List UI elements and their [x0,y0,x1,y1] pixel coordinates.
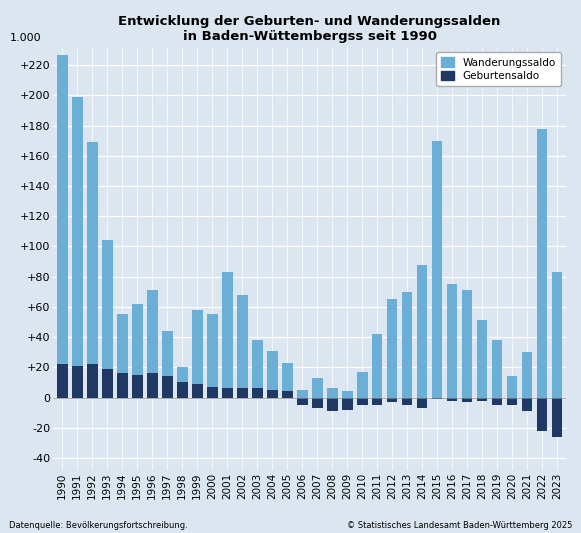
Text: 1.000: 1.000 [10,33,41,43]
Bar [462,398,472,402]
Bar [432,141,443,398]
Bar [297,398,307,405]
Bar [297,390,307,398]
Bar [312,398,322,408]
Bar [252,389,263,398]
Bar [87,364,98,398]
Bar [267,390,278,398]
Bar [327,389,338,398]
Bar [447,398,457,401]
Bar [507,376,518,398]
Bar [102,369,113,398]
Bar [417,264,428,398]
Bar [162,331,173,376]
Bar [267,351,278,390]
Bar [327,398,338,411]
Bar [537,128,547,398]
Bar [72,366,83,398]
Bar [507,398,518,405]
Bar [476,320,487,398]
Bar [522,352,532,398]
Bar [401,292,413,398]
Bar [57,364,67,398]
Bar [342,398,353,410]
Bar [207,387,218,398]
Bar [282,391,293,398]
Bar [192,384,203,398]
Bar [551,272,562,398]
Bar [372,334,382,398]
Bar [312,378,322,398]
Bar [87,142,98,364]
Bar [476,398,487,401]
Bar [72,97,83,366]
Bar [447,284,457,398]
Bar [372,398,382,405]
Bar [132,375,142,398]
Bar [252,340,263,389]
Bar [177,382,188,398]
Bar [237,295,248,389]
Bar [492,340,503,398]
Bar [102,240,113,369]
Bar [117,373,128,398]
Bar [57,54,67,364]
Bar [537,398,547,431]
Title: Entwicklung der Geburten- und Wanderungssalden
in Baden-Wüttembergss seit 1990: Entwicklung der Geburten- und Wanderungs… [119,15,501,43]
Bar [222,272,232,389]
Bar [357,398,368,405]
Bar [222,389,232,398]
Bar [357,372,368,398]
Bar [462,290,472,398]
Bar [177,367,188,382]
Bar [132,304,142,375]
Bar [117,314,128,373]
Bar [387,300,397,398]
Bar [147,290,157,373]
Bar [401,398,413,405]
Bar [282,363,293,391]
Bar [147,373,157,398]
Bar [162,376,173,398]
Bar [192,310,203,384]
Bar [432,398,443,399]
Text: Datenquelle: Bevölkerungsfortschreibung.: Datenquelle: Bevölkerungsfortschreibung. [9,521,188,530]
Bar [551,398,562,437]
Bar [492,398,503,405]
Legend: Wanderungssaldo, Geburtensaldo: Wanderungssaldo, Geburtensaldo [436,52,561,86]
Bar [522,398,532,411]
Bar [207,314,218,387]
Bar [387,398,397,402]
Bar [417,398,428,408]
Text: © Statistisches Landesamt Baden-Württemberg 2025: © Statistisches Landesamt Baden-Württemb… [347,521,572,530]
Bar [237,389,248,398]
Bar [342,391,353,398]
